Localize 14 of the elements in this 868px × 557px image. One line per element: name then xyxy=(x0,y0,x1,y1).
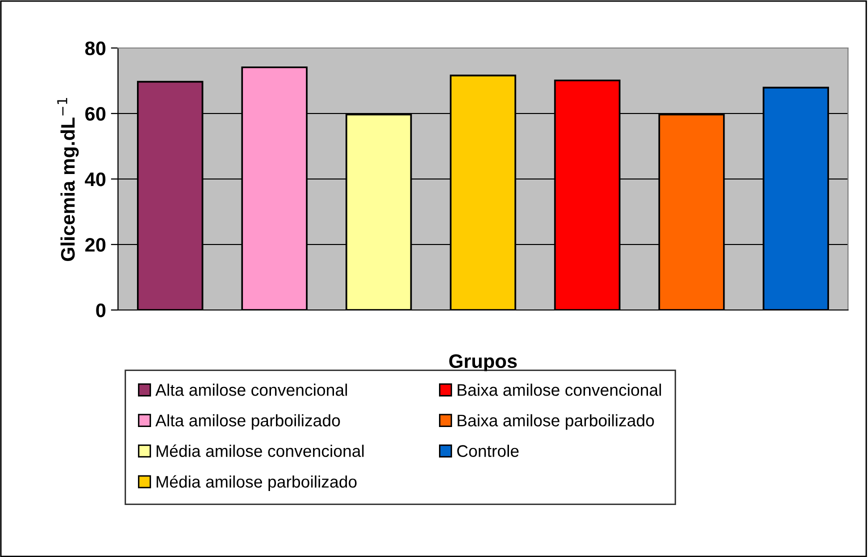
y-tick-label: 40 xyxy=(84,172,106,186)
legend-label: Média amilose parboilizado xyxy=(156,475,357,492)
x-axis-title: Grupos xyxy=(449,354,517,372)
legend-label: Alta amilose parboilizado xyxy=(155,414,340,430)
y-tick-label: 0 xyxy=(96,303,106,318)
legend-label: Controle xyxy=(457,444,519,457)
legend-label: Baixa amilose convencional xyxy=(458,384,661,396)
legend-label: Média amilose convencional xyxy=(156,444,364,457)
y-tick-label: 60 xyxy=(85,106,106,121)
legend-label: Baixa amilose parboilizado xyxy=(458,414,654,430)
y-tick-label: 20 xyxy=(85,238,106,252)
y-axis-title: Glicemia mg.dL$^{−1}$ xyxy=(57,98,79,262)
legend-label: Alta amilose convencional xyxy=(155,384,347,396)
y-tick-label: 80 xyxy=(85,41,106,56)
